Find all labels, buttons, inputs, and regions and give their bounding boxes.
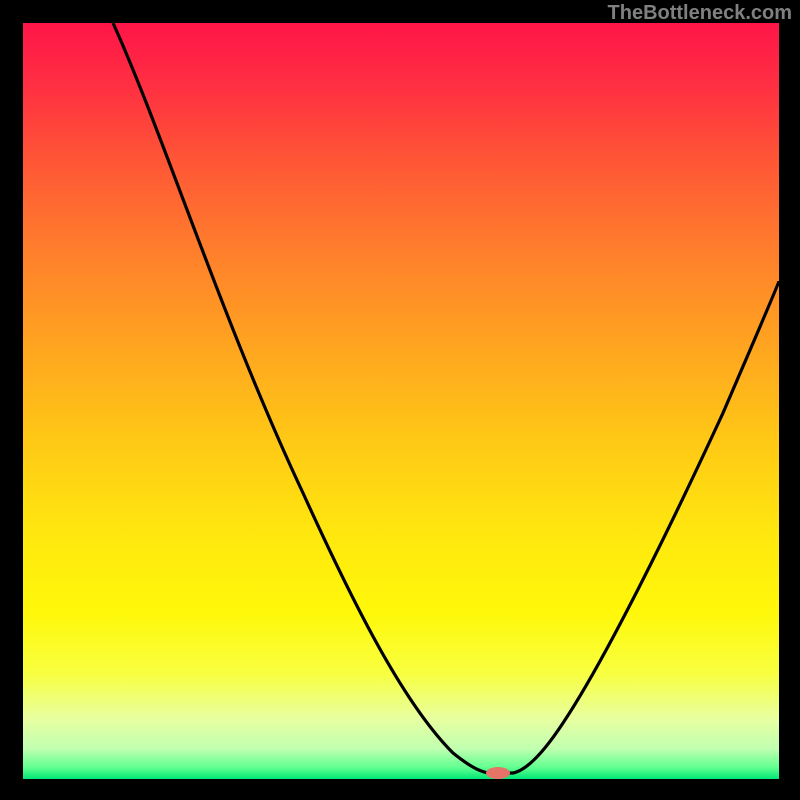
chart-container: TheBottleneck.com bbox=[0, 0, 800, 800]
curve-layer bbox=[23, 23, 779, 779]
plot-area bbox=[23, 23, 779, 779]
bottom-marker bbox=[486, 767, 510, 779]
bottleneck-curve bbox=[113, 23, 779, 773]
watermark-text: TheBottleneck.com bbox=[608, 2, 792, 25]
